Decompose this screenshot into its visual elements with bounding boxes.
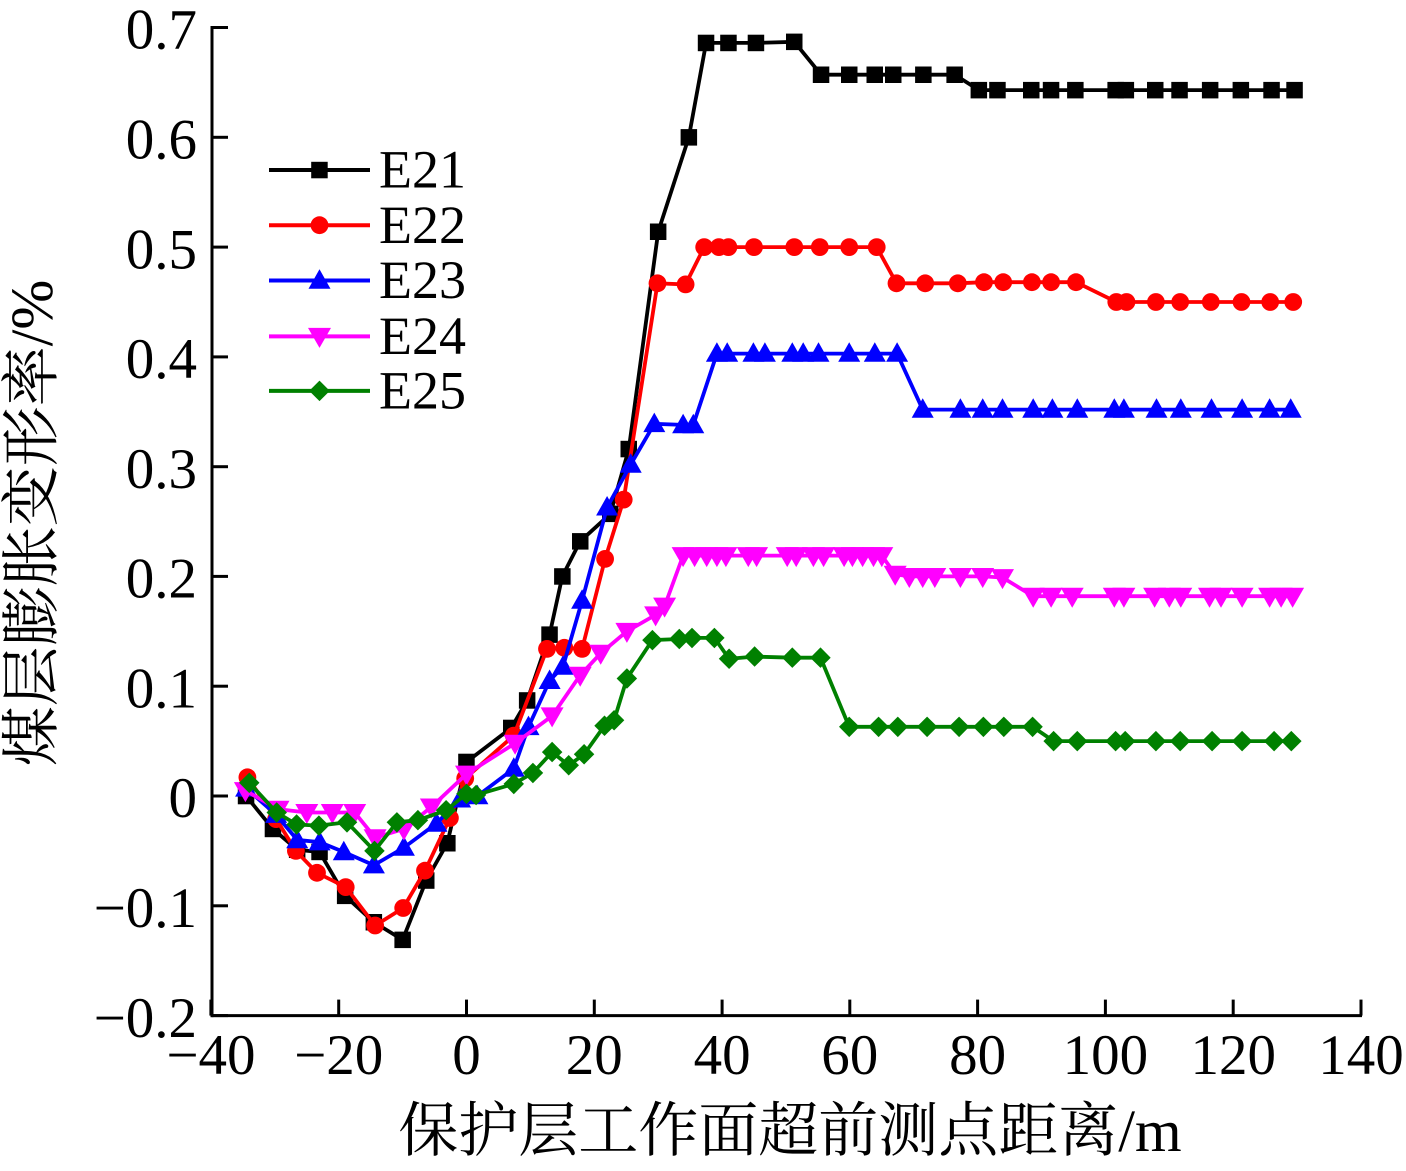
svg-text:0.6: 0.6 — [126, 109, 197, 172]
svg-text:100: 100 — [1063, 1024, 1149, 1087]
svg-text:E25: E25 — [379, 361, 466, 421]
svg-text:0.7: 0.7 — [126, 0, 197, 62]
svg-text:0.1: 0.1 — [126, 657, 197, 720]
svg-text:E24: E24 — [379, 306, 466, 366]
svg-text:0.2: 0.2 — [126, 548, 197, 611]
svg-text:40: 40 — [694, 1024, 751, 1087]
svg-text:0: 0 — [169, 767, 198, 830]
svg-text:0.3: 0.3 — [126, 438, 197, 501]
svg-text:E23: E23 — [379, 250, 466, 310]
svg-text:−20: −20 — [294, 1024, 383, 1087]
svg-text:E22: E22 — [379, 195, 466, 255]
svg-text:0.5: 0.5 — [126, 218, 197, 281]
svg-text:60: 60 — [821, 1024, 878, 1087]
svg-text:0: 0 — [452, 1024, 481, 1087]
svg-text:20: 20 — [566, 1024, 623, 1087]
svg-text:−40: −40 — [166, 1024, 255, 1087]
svg-text:80: 80 — [949, 1024, 1006, 1087]
svg-text:140: 140 — [1318, 1024, 1404, 1087]
svg-text:0.4: 0.4 — [126, 328, 197, 391]
svg-text:−0.1: −0.1 — [94, 877, 197, 940]
svg-text:E21: E21 — [379, 140, 466, 200]
svg-text:120: 120 — [1190, 1024, 1276, 1087]
svg-text:−0.2: −0.2 — [94, 987, 197, 1050]
